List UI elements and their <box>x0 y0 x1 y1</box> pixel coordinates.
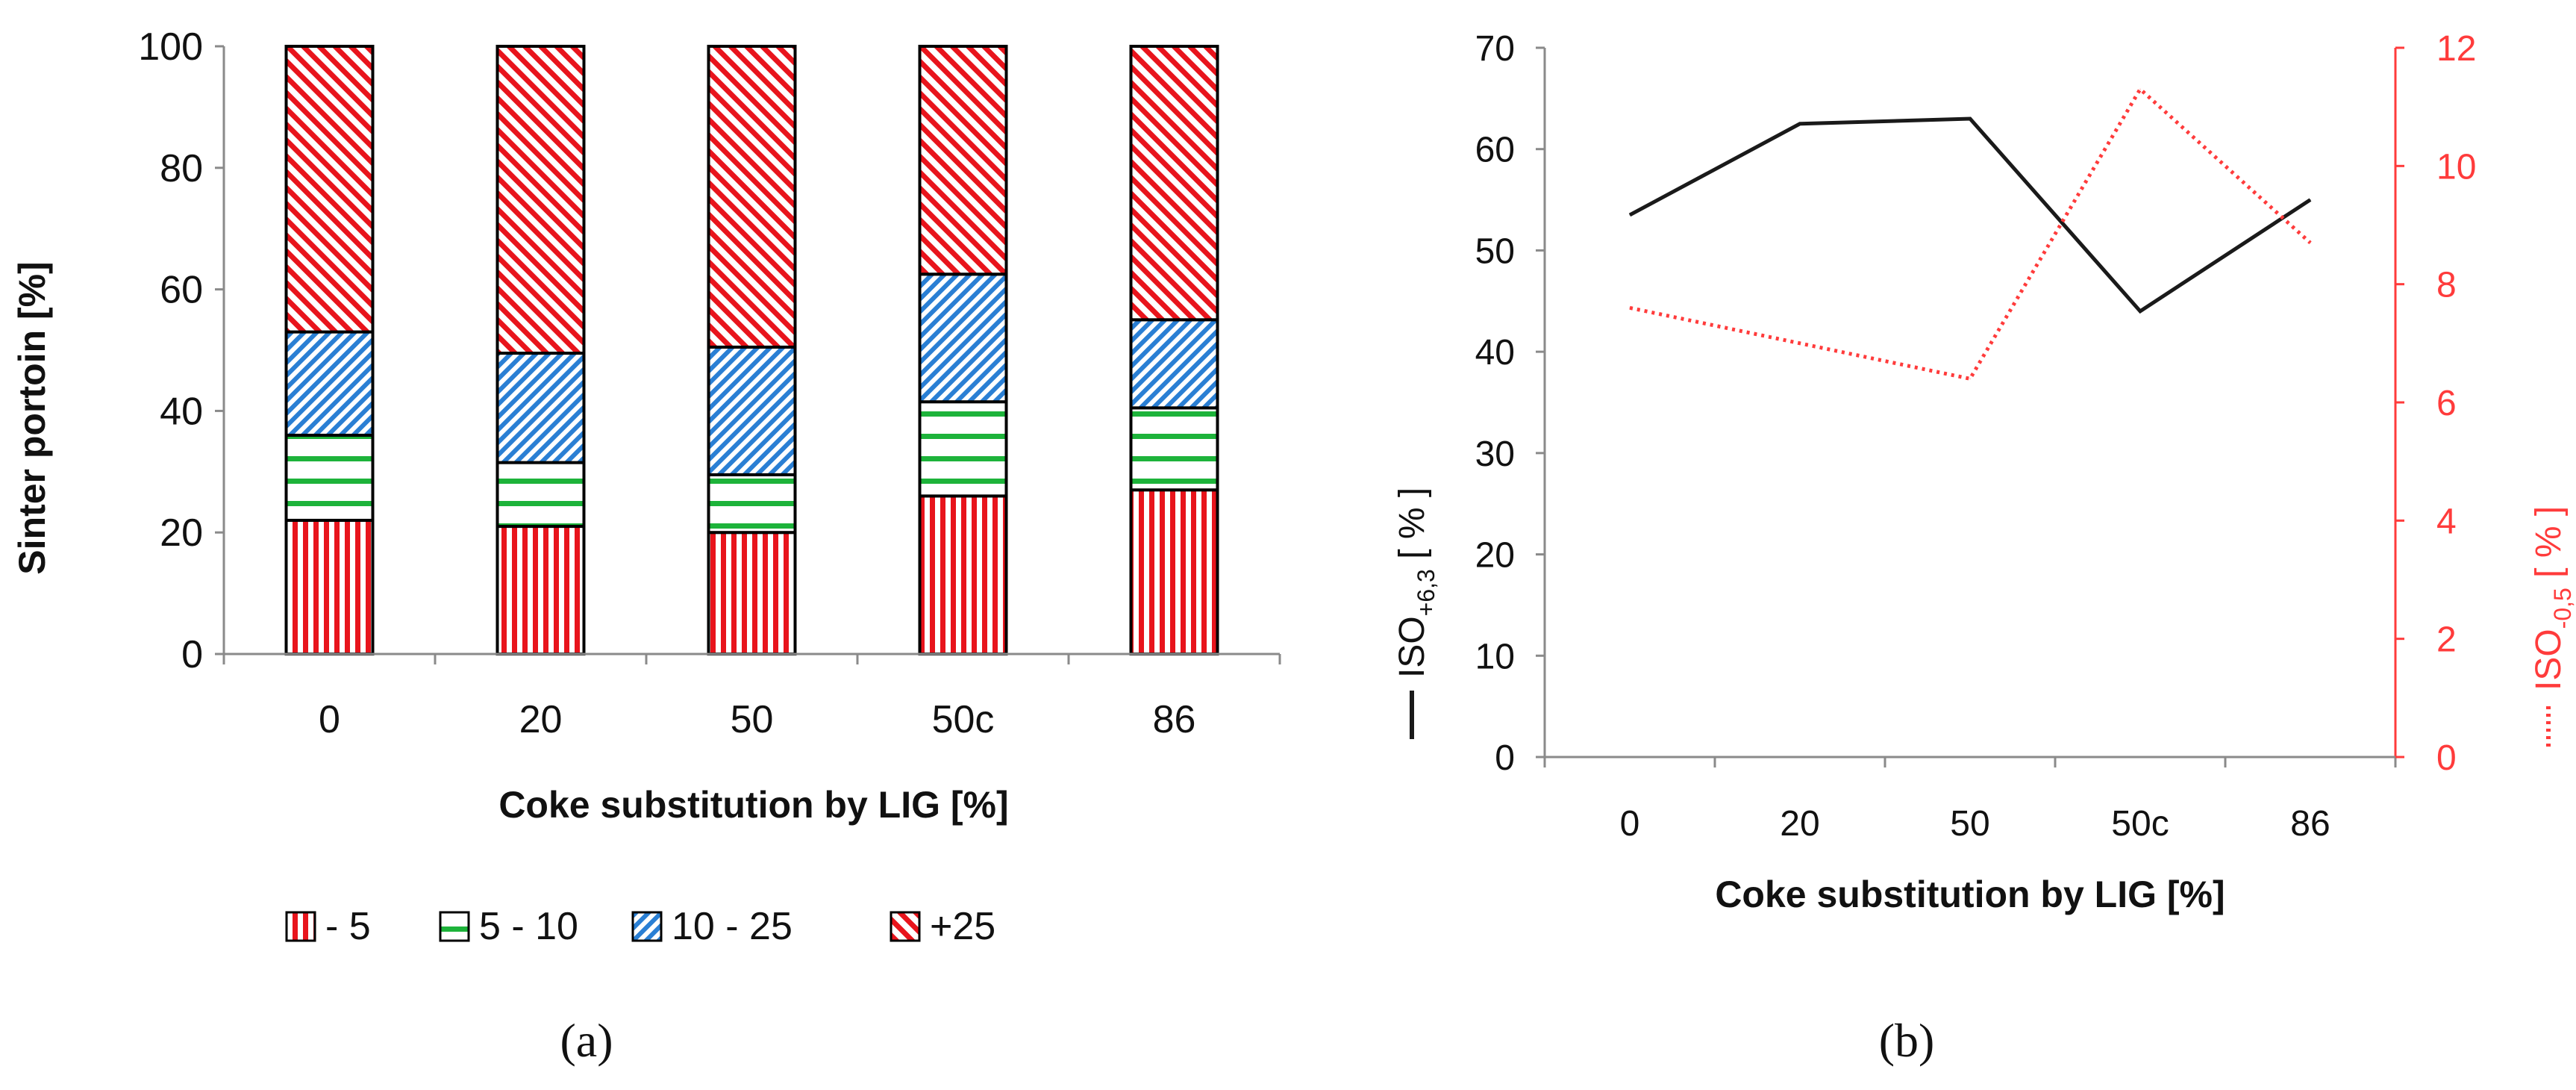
chart-a-x-axis-title: Coke substitution by LIG [%] <box>498 784 1008 826</box>
chart-a-y-tick-label: 60 <box>160 269 203 312</box>
chart-b-left-y-tick-label: 20 <box>1475 536 1515 576</box>
svg-text:ISO+6,3 [ % ]: ISO+6,3 [ % ] <box>1392 488 1439 678</box>
legend-swatch-5-10 <box>439 911 470 942</box>
chart-b-right-y-tick-label: 12 <box>2436 29 2476 69</box>
bar-segment-5-10-cat-50c <box>918 400 1008 498</box>
chart-b-right-y-tick-label: 6 <box>2436 384 2457 423</box>
chart-b-x-tick-label: 0 <box>1620 804 1640 844</box>
legend-label-25: +25 <box>930 905 995 948</box>
bar-segment-5-10-cat-50 <box>707 473 797 535</box>
bar-segment-5-10-cat-0 <box>284 433 375 522</box>
bar-segment-25-cat-50 <box>707 45 797 349</box>
chart-a-x-tick-label: 20 <box>519 698 563 741</box>
chart-b-left-y-tick-label: 50 <box>1475 231 1515 271</box>
series-line-iso-6-3 <box>1628 116 2312 314</box>
right-axis-title-subscript: -0,5 <box>2549 588 2576 629</box>
bar-segment-25-cat-0 <box>284 45 375 334</box>
bar-segment-5-10-cat-86 <box>1129 406 1219 492</box>
bar-segment-5-cat-50 <box>707 531 797 656</box>
bar-segment-10-25-cat-86 <box>1129 318 1219 410</box>
chart-a-y-tick-label: 0 <box>181 633 203 676</box>
chart-a-x-tick-labels: 0 20 50 50c 86 <box>319 698 1195 741</box>
legend-label-5: - 5 <box>325 905 371 948</box>
chart-b-left-y-axis-title: ISO+6,3 [ % ] <box>1392 488 1439 739</box>
chart-b-x-tick-label: 50 <box>1950 804 1989 844</box>
chart-b-left-y-tick-label: 10 <box>1475 637 1515 676</box>
bar-segment-25-cat-50c <box>918 45 1008 276</box>
chart-a-legend: - 5 5 - 10 10 - 25 +25 <box>285 905 995 948</box>
chart-b-x-tick-label: 20 <box>1780 804 1819 844</box>
chart-b-axes <box>1536 46 2404 767</box>
data-point-iso-0-5-cat-50c <box>2139 88 2141 90</box>
bar-segment-5-cat-0 <box>284 518 375 655</box>
chart-a-x-tick-label: 50 <box>731 698 774 741</box>
data-point-iso-6-3-cat-20 <box>1799 123 1801 125</box>
bar-segment-5-cat-86 <box>1129 488 1219 655</box>
chart-a-y-tick-label: 40 <box>160 390 203 433</box>
chart-a-x-tick-label: 86 <box>1153 698 1196 741</box>
bar-segment-10-25-cat-50c <box>918 272 1008 404</box>
bar-segment-25-cat-20 <box>495 45 586 355</box>
legend-swatch-10-25 <box>631 911 663 942</box>
legend-swatch-5 <box>285 911 316 942</box>
chart-b-right-y-tick-labels: 0 2 4 6 8 10 12 <box>2436 29 2476 778</box>
chart-b-right-y-tick-label: 2 <box>2436 620 2457 660</box>
chart-a-y-tick-label: 100 <box>138 25 203 69</box>
bar-segment-25-cat-86 <box>1129 45 1219 322</box>
data-point-iso-6-3-cat-86 <box>2310 199 2311 201</box>
chart-b-series-lines <box>1628 86 2312 382</box>
chart-b-right-y-axis-title: ISO-0,5 [ % ] <box>2529 506 2576 747</box>
bar-stacks <box>284 45 1219 656</box>
legend-swatch-25 <box>890 911 921 942</box>
chart-b-left-y-tick-label: 70 <box>1475 29 1515 69</box>
chart-a-y-tick-labels: 0 20 40 60 80 100 <box>138 25 203 676</box>
left-axis-title-subscript: +6,3 <box>1413 569 1439 616</box>
panel-b-caption: (b) <box>1879 1014 1935 1067</box>
panel-a-caption: (a) <box>560 1014 613 1067</box>
legend-label-10-25: 10 - 25 <box>672 905 793 948</box>
chart-a-x-tick-label: 0 <box>319 698 340 741</box>
bar-segment-5-cat-20 <box>495 525 586 655</box>
chart-b-left-y-tick-label: 40 <box>1475 333 1515 373</box>
bar-segment-10-25-cat-0 <box>284 330 375 437</box>
chart-b-left-y-tick-label: 0 <box>1495 738 1515 778</box>
series-line-iso-0-5 <box>1629 86 2312 382</box>
bar-segment-10-25-cat-20 <box>495 352 586 464</box>
chart-b-left-y-tick-labels: 0 10 20 30 40 50 60 70 <box>1475 29 1515 778</box>
right-axis-title-prefix: ISO <box>2529 629 2569 691</box>
chart-b-x-axis-title: Coke substitution by LIG [%] <box>1715 873 2225 915</box>
data-point-iso-6-3-cat-0 <box>1629 214 1631 216</box>
chart-b-x-tick-label: 86 <box>2290 804 2330 844</box>
line-chart-panel: 0 10 20 30 40 50 60 70 0 2 4 6 8 10 12 0 20 50 50c 86 ISO… <box>1392 29 2576 1067</box>
right-axis-title-suffix: [ % ] <box>2529 506 2569 588</box>
chart-b-right-y-tick-label: 10 <box>2436 147 2476 187</box>
stacked-bar-chart-panel: 0 20 40 60 80 100 0 20 50 50c 86 Sinter portoin [… <box>11 25 1281 1067</box>
left-axis-title-prefix: ISO <box>1392 616 1432 678</box>
chart-a-x-tick-label: 50c <box>932 698 995 741</box>
chart-a-y-tick-label: 80 <box>160 147 203 190</box>
chart-b-left-y-tick-label: 60 <box>1475 131 1515 170</box>
chart-b-x-tick-label: 50c <box>2111 804 2169 844</box>
chart-b-right-y-tick-label: 0 <box>2436 738 2457 778</box>
bar-segment-10-25-cat-50 <box>707 345 797 476</box>
chart-b-left-y-tick-label: 30 <box>1475 435 1515 474</box>
chart-a-axes <box>215 45 1281 664</box>
chart-a-y-axis-title: Sinter portoin [%] <box>11 261 53 574</box>
svg-text:ISO-0,5 [ % ]: ISO-0,5 [ % ] <box>2529 506 2576 691</box>
bar-segment-5-10-cat-20 <box>495 461 586 529</box>
bar-segment-5-cat-50c <box>918 494 1008 655</box>
legend-label-5-10: 5 - 10 <box>479 905 578 948</box>
left-axis-title-suffix: [ % ] <box>1392 488 1432 569</box>
chart-b-right-y-tick-label: 8 <box>2436 266 2457 305</box>
chart-b-right-y-tick-label: 4 <box>2436 502 2457 541</box>
chart-a-y-tick-label: 20 <box>160 511 203 555</box>
chart-b-x-tick-labels: 0 20 50 50c 86 <box>1620 804 2330 844</box>
